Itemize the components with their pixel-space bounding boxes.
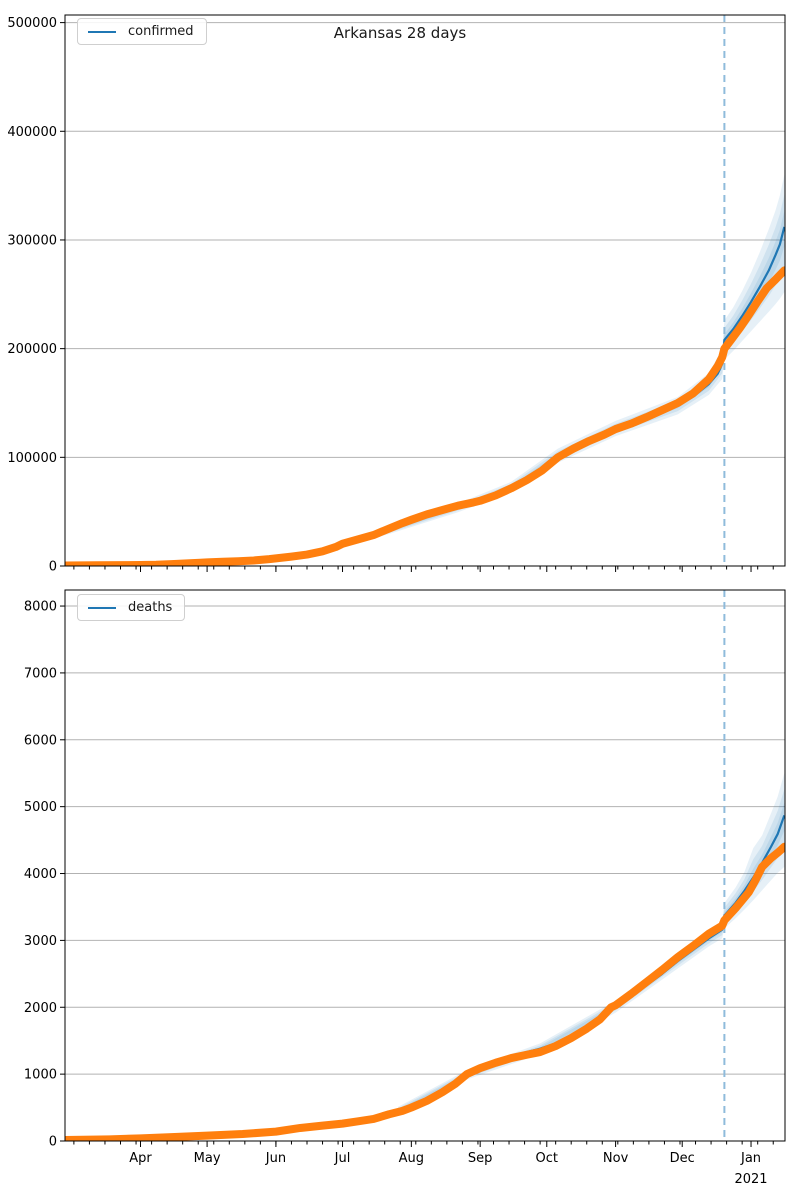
y-tick-label: 400000 [7,125,57,140]
legend-confirmed: confirmed [77,18,207,45]
deaths-data-layer [65,590,785,1141]
y-tick-label: 7000 [24,666,57,681]
legend-deaths: deaths [77,594,186,621]
y-tick-label: 1000 [24,1068,57,1083]
x-tick-label: Dec [670,1151,695,1166]
deaths-confidence-band [398,802,785,1113]
confirmed-axes-frame [64,14,786,567]
x-tick-label: Jan [740,1151,761,1166]
y-tick-label: 300000 [7,233,57,248]
y-tick-label: 0 [49,1135,57,1150]
y-tick-label: 200000 [7,342,57,357]
x-tick-year-label: 2021 [734,1172,767,1187]
deaths-confidence-band [398,773,785,1115]
y-tick-label: 2000 [24,1001,57,1016]
y-tick-label: 4000 [24,867,57,882]
y-tick-label: 0 [49,560,57,575]
deaths-actual-line [65,842,785,1141]
y-tick-label: 100000 [7,451,57,466]
deaths-forecast-line [397,814,785,1112]
confirmed-data-layer [65,15,785,566]
x-tick-label: Nov [603,1151,629,1166]
x-tick-label: Aug [399,1151,424,1166]
confirmed-forecast-line [331,226,785,550]
x-tick-label: May [194,1151,221,1166]
x-tick-label: Jul [334,1151,351,1166]
legend-line-icon [88,30,116,33]
confirmed-actual-line [65,266,785,566]
x-tick-label: Sep [468,1151,493,1166]
y-tick-label: 6000 [24,733,57,748]
x-tick-label: Jun [265,1151,286,1166]
legend-line-icon [88,606,116,609]
y-tick-label: 8000 [24,600,57,615]
y-tick-label: 5000 [24,800,57,815]
y-tick-label: 500000 [7,16,57,31]
deaths-confidence-band [398,789,785,1114]
legend-label-confirmed: confirmed [128,24,194,39]
x-tick-label: Apr [129,1151,152,1166]
x-tick-label: Oct [536,1151,558,1166]
y-tick-label: 3000 [24,934,57,949]
deaths-axes-frame [64,589,786,1142]
legend-label-deaths: deaths [128,600,173,615]
